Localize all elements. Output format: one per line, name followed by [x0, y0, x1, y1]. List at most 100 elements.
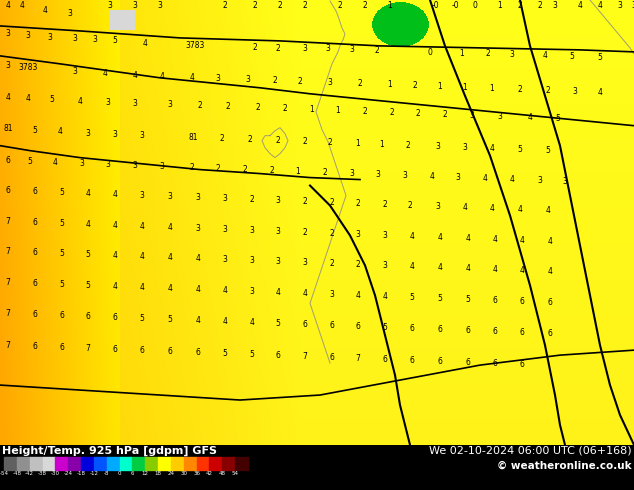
Text: 3: 3 [375, 170, 380, 179]
Text: 4: 4 [223, 286, 228, 295]
Bar [4, 457, 17, 470]
Text: 3: 3 [328, 78, 332, 87]
Bar [68, 457, 81, 470]
Text: -54: -54 [0, 471, 8, 476]
Text: 4: 4 [527, 113, 533, 122]
Text: 2: 2 [248, 135, 252, 144]
Text: 3: 3 [79, 159, 84, 168]
Text: 7: 7 [6, 247, 10, 256]
Text: 3: 3 [356, 230, 361, 239]
Text: 3: 3 [113, 130, 117, 139]
Text: 6: 6 [382, 355, 387, 364]
Text: 2: 2 [216, 164, 221, 173]
Text: 1: 1 [335, 106, 340, 115]
Text: 2: 2 [486, 49, 490, 58]
Text: 5: 5 [546, 146, 550, 155]
Text: 2: 2 [390, 108, 394, 117]
Text: 6: 6 [465, 326, 470, 335]
Text: 2: 2 [223, 1, 228, 10]
Bar [81, 457, 94, 470]
Text: 81: 81 [3, 124, 13, 133]
Text: 4: 4 [113, 190, 117, 199]
Text: 2: 2 [383, 200, 387, 209]
Text: 5: 5 [223, 349, 228, 358]
Text: -30: -30 [51, 471, 60, 476]
Text: 2: 2 [363, 107, 367, 116]
Text: 4: 4 [489, 144, 495, 153]
Text: 3: 3 [631, 1, 634, 10]
Text: 2: 2 [219, 134, 224, 143]
Text: 6: 6 [437, 325, 443, 334]
Text: 6: 6 [6, 186, 10, 195]
Text: 4: 4 [493, 235, 498, 244]
Text: 7: 7 [6, 217, 10, 226]
Text: 4: 4 [160, 73, 164, 81]
Text: 5: 5 [250, 350, 254, 359]
Text: 6: 6 [60, 311, 65, 320]
Text: 2: 2 [226, 102, 230, 111]
Text: 2: 2 [375, 47, 379, 55]
Text: 4: 4 [482, 174, 488, 183]
Text: -48: -48 [12, 471, 22, 476]
Text: 3783: 3783 [18, 63, 37, 73]
Text: 2: 2 [276, 45, 280, 53]
Text: 3: 3 [106, 98, 110, 107]
Text: 3: 3 [106, 160, 110, 169]
Text: 6: 6 [131, 471, 134, 476]
Text: 2: 2 [408, 201, 412, 210]
Text: Height/Temp. 925 hPa [gdpm] GFS: Height/Temp. 925 hPa [gdpm] GFS [2, 446, 217, 456]
Text: 4: 4 [548, 237, 552, 246]
Text: 6: 6 [276, 351, 280, 360]
Text: 5: 5 [465, 295, 470, 304]
Text: 4: 4 [113, 282, 117, 291]
Text: 3: 3 [167, 100, 172, 109]
Text: 3: 3 [223, 225, 228, 234]
Text: 6: 6 [60, 343, 65, 352]
Text: 3: 3 [302, 258, 307, 267]
Text: 4: 4 [86, 220, 91, 229]
Text: 3: 3 [276, 257, 280, 266]
Text: 4: 4 [190, 74, 195, 82]
Text: 2: 2 [297, 77, 302, 86]
Text: 4: 4 [548, 267, 552, 276]
Text: 3: 3 [349, 46, 354, 54]
Text: 2: 2 [356, 199, 360, 208]
Text: 6: 6 [548, 298, 552, 307]
Text: 2: 2 [328, 138, 332, 147]
Text: 3: 3 [223, 255, 228, 264]
Text: 5: 5 [555, 114, 560, 123]
Text: 2: 2 [302, 1, 307, 10]
Text: 6: 6 [32, 248, 37, 257]
Text: 3: 3 [160, 162, 164, 171]
Text: 6: 6 [32, 218, 37, 227]
Text: 2: 2 [302, 228, 307, 237]
Text: 3: 3 [276, 196, 280, 205]
Bar [133, 457, 145, 470]
Text: 3: 3 [133, 161, 138, 170]
Text: 6: 6 [465, 358, 470, 367]
Text: 2: 2 [302, 197, 307, 206]
Text: 6: 6 [302, 319, 307, 329]
Text: 4: 4 [493, 265, 498, 274]
Bar [209, 457, 223, 470]
Text: 2: 2 [243, 165, 247, 174]
Text: 3: 3 [250, 226, 254, 235]
Text: 4: 4 [598, 88, 602, 98]
Text: 4: 4 [382, 292, 387, 301]
Text: © weatheronline.co.uk: © weatheronline.co.uk [498, 461, 632, 471]
Text: 4: 4 [195, 316, 200, 325]
Text: 3: 3 [195, 224, 200, 233]
Text: 6: 6 [32, 279, 37, 288]
Text: 2: 2 [252, 1, 257, 10]
Text: 1: 1 [387, 80, 392, 89]
Text: 6: 6 [410, 356, 415, 365]
Text: 3: 3 [326, 45, 330, 53]
Text: 7: 7 [302, 352, 307, 361]
Text: 4: 4 [6, 1, 10, 10]
Text: 4: 4 [410, 262, 415, 271]
Text: 5: 5 [569, 52, 574, 61]
Text: 3: 3 [250, 256, 254, 265]
Text: 7: 7 [86, 343, 91, 353]
Text: 4: 4 [139, 222, 145, 231]
Text: 2: 2 [252, 44, 257, 52]
